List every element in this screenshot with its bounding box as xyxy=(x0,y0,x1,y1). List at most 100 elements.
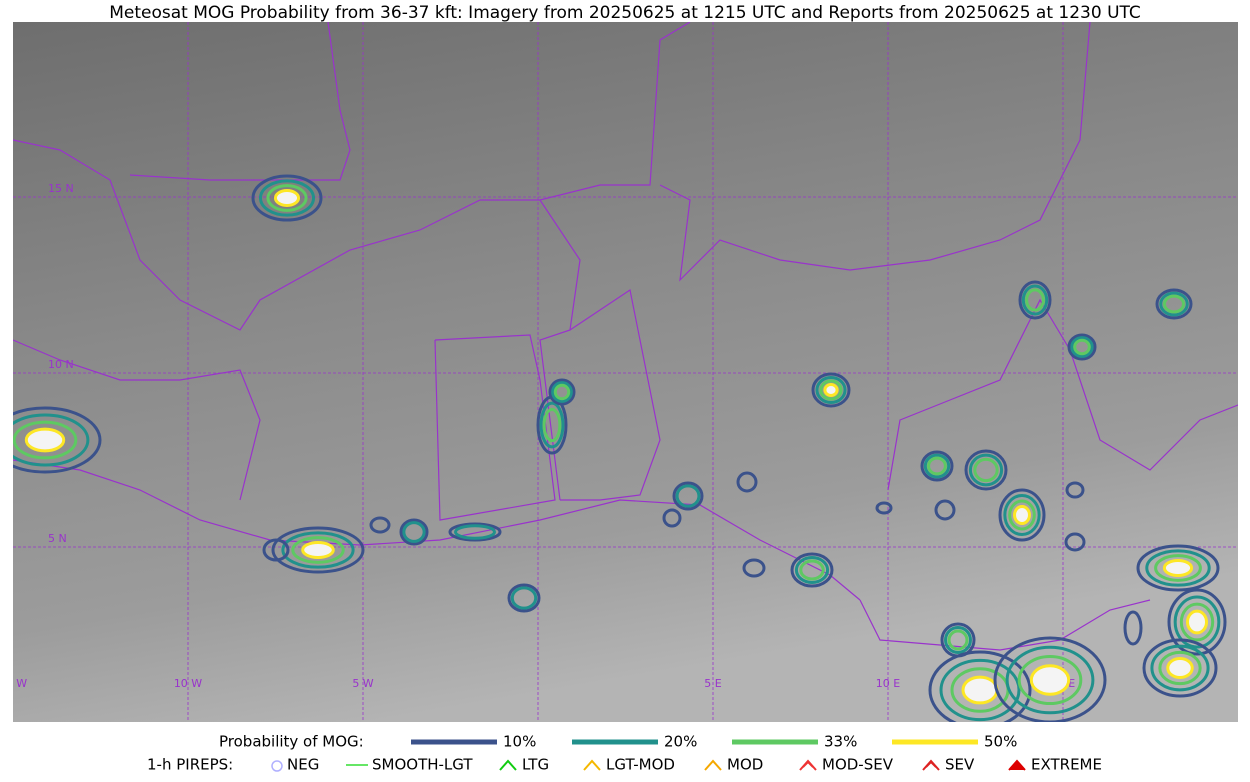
pireps-legend-label: 1-h PIREPS: xyxy=(147,756,233,774)
mog-contour xyxy=(13,420,78,460)
longitude-label: 5 W xyxy=(352,677,373,690)
mog-contour xyxy=(993,636,1107,722)
mog-contour xyxy=(672,481,704,511)
mog-contour xyxy=(964,449,1008,491)
pirep-icon xyxy=(799,759,817,771)
mog-contour xyxy=(301,541,335,559)
latitude-label: 10 N xyxy=(48,358,74,371)
mog-contour xyxy=(662,508,682,528)
mog-contour xyxy=(1185,609,1209,635)
pirep-legend-entry: LTG xyxy=(522,756,549,774)
longitude-label: 10 W xyxy=(174,677,202,690)
mog-contour xyxy=(920,450,954,482)
pirep-icon xyxy=(499,759,517,771)
mog-contour xyxy=(973,457,999,483)
pirep-legend-entry: MOD xyxy=(727,756,763,774)
mog-contour xyxy=(1064,532,1086,552)
mog-contour xyxy=(258,179,316,217)
mog-contour xyxy=(1003,494,1041,536)
mog-contour xyxy=(251,174,323,222)
mog-contour xyxy=(13,413,90,467)
mog-contour xyxy=(939,658,1021,722)
title: Meteosat MOG Probability from 36-37 kft:… xyxy=(109,3,1141,23)
mog-contour xyxy=(1150,644,1210,692)
mog-contour xyxy=(1021,284,1049,316)
mog-contour xyxy=(1008,499,1036,531)
mog-contour xyxy=(742,558,766,578)
mog-contour xyxy=(1162,294,1186,314)
mog-contour xyxy=(1070,336,1094,358)
latitude-label: 5 N xyxy=(48,532,67,545)
mog-contour xyxy=(875,501,893,515)
mog-contour xyxy=(799,559,825,581)
mog-contour xyxy=(1136,544,1220,592)
mog-contour xyxy=(928,650,1032,722)
pirep-icon xyxy=(1008,759,1026,771)
pirep-legend-entry: SMOOTH-LGT xyxy=(372,756,473,774)
mog-contour xyxy=(24,427,66,453)
longitude-label: 5 E xyxy=(704,677,721,690)
pirep-legend-entry: MOD-SEV xyxy=(822,756,894,774)
mog-contour xyxy=(1145,549,1211,587)
mog-contour xyxy=(273,189,301,207)
mog-contour xyxy=(1065,481,1085,499)
mog-contour xyxy=(13,406,102,474)
mog-contour xyxy=(1025,288,1045,312)
mog-contour xyxy=(947,629,969,651)
mog-contour xyxy=(539,401,565,449)
mog-contour xyxy=(811,372,851,408)
mog-contour xyxy=(998,488,1046,542)
mog-contour xyxy=(1154,554,1202,582)
mog-contour xyxy=(551,381,573,403)
longitude-label: 10 E xyxy=(876,677,900,690)
pirep-legend-entry: SEV xyxy=(945,756,975,774)
mog-contour xyxy=(736,471,758,493)
mog-contour xyxy=(262,538,290,562)
mog-legend-entry: 10% xyxy=(503,733,536,751)
mog-contour xyxy=(823,383,839,397)
mog-contour xyxy=(510,586,538,610)
mog-contour xyxy=(548,378,576,406)
mog-contour xyxy=(542,407,562,443)
mog-contour xyxy=(1123,610,1143,646)
pirep-icon xyxy=(704,759,722,771)
mog-contour xyxy=(819,379,843,401)
mog-contour xyxy=(271,526,365,574)
mog-contour xyxy=(1179,602,1215,642)
latitude-label: 15 N xyxy=(48,182,74,195)
mog-contour xyxy=(934,499,956,521)
mog-contour xyxy=(1167,588,1227,656)
mog-legend-label: Probability of MOG: xyxy=(219,733,364,751)
mog-contour xyxy=(794,556,830,584)
mog-contour xyxy=(1005,645,1095,715)
mog-contour xyxy=(266,184,308,212)
mog-contour xyxy=(507,583,541,613)
mog-contour xyxy=(553,383,571,401)
mog-contour xyxy=(1158,650,1202,686)
mog-contour xyxy=(927,456,947,476)
mog-contour xyxy=(1029,664,1071,696)
mog-contour xyxy=(291,536,345,564)
mog-legend-entry: 20% xyxy=(664,733,697,751)
mog-contour xyxy=(399,518,429,546)
pirep-legend-entry: EXTREME xyxy=(1031,756,1102,774)
satellite-imagery xyxy=(13,22,1238,722)
mog-contour xyxy=(1162,559,1194,577)
pirep-legend-entry: LGT-MOD xyxy=(606,756,675,774)
mog-contour xyxy=(454,524,496,540)
mog-contour xyxy=(1017,654,1083,706)
pirep-legend-entry: NEG xyxy=(287,756,319,774)
mog-contour xyxy=(448,522,502,542)
mog-contour xyxy=(1166,656,1194,680)
mog-contour xyxy=(675,484,701,508)
mog-contour xyxy=(1173,595,1221,649)
map: 15 N10 N5 N15 W10 W5 W5 E10 E15 E xyxy=(13,22,1238,722)
pirep-icon xyxy=(271,760,283,772)
mog-contour xyxy=(815,376,847,404)
mog-contour xyxy=(1142,638,1218,698)
mog-contour xyxy=(944,626,972,654)
mog-contour xyxy=(923,453,951,479)
mog-contour xyxy=(961,675,999,705)
legend: Probability of MOG: 10% 20% 33% 50% 1-h PIREP… xyxy=(147,733,1102,774)
mog-contour xyxy=(1067,333,1097,361)
